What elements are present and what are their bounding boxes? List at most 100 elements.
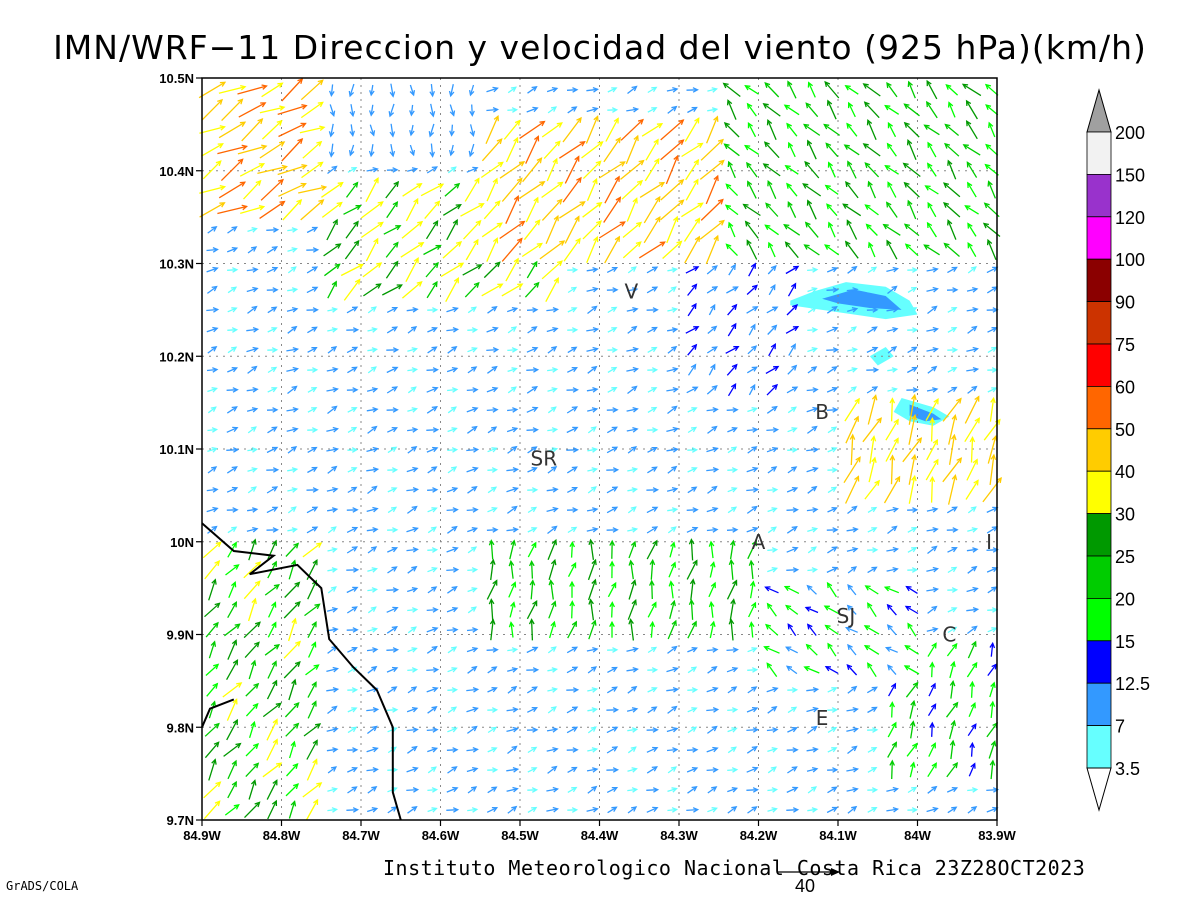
place-label: SJ bbox=[837, 604, 856, 628]
wind-vector-head bbox=[670, 766, 678, 772]
wind-vector bbox=[244, 641, 260, 659]
wind-vector-head bbox=[212, 682, 219, 689]
wind-vector-shaft bbox=[302, 782, 322, 798]
wind-vector-head bbox=[352, 181, 359, 188]
wind-vector-shaft bbox=[217, 205, 247, 215]
wind-vector-head bbox=[241, 144, 248, 151]
wind-vector-shaft bbox=[747, 345, 757, 355]
wind-vector bbox=[947, 159, 957, 180]
wind-vector-head bbox=[432, 626, 439, 633]
wind-vector-head bbox=[392, 260, 399, 267]
wind-vector bbox=[427, 705, 438, 714]
wind-vector-head bbox=[550, 558, 557, 566]
wind-vector-head bbox=[411, 607, 419, 613]
wind-vector-shaft bbox=[947, 160, 957, 180]
wind-vector bbox=[667, 787, 678, 793]
wind-vector-head bbox=[691, 707, 698, 713]
wind-vector-shaft bbox=[847, 348, 857, 352]
wind-vector bbox=[824, 80, 840, 99]
wind-vector bbox=[986, 238, 997, 261]
wind-vector bbox=[526, 307, 539, 313]
wind-vector-shaft bbox=[866, 386, 878, 394]
wind-vector-shaft bbox=[627, 488, 637, 492]
wind-vector-shaft bbox=[304, 603, 320, 617]
wind-vector-head bbox=[432, 427, 440, 433]
wind-vector-shaft bbox=[988, 122, 996, 138]
wind-vector bbox=[925, 458, 939, 481]
wind-vector-shaft bbox=[887, 182, 897, 198]
wind-vector-shaft bbox=[447, 727, 457, 733]
wind-vector-shaft bbox=[842, 203, 862, 217]
wind-vector-head bbox=[213, 741, 220, 748]
wind-vector-shaft bbox=[586, 236, 598, 264]
wind-vector bbox=[426, 166, 439, 174]
colorbar-over-triangle bbox=[1086, 88, 1112, 133]
wind-vector bbox=[667, 286, 677, 294]
wind-vector-shaft bbox=[400, 242, 424, 258]
wind-vector bbox=[525, 196, 539, 223]
wind-vector bbox=[744, 85, 759, 95]
wind-vector-shaft bbox=[948, 102, 956, 118]
wind-vector bbox=[586, 346, 599, 353]
wind-vector-head bbox=[872, 367, 880, 373]
wind-vector-shaft bbox=[567, 621, 577, 639]
wind-vector-head bbox=[811, 807, 819, 813]
wind-vector-shaft bbox=[607, 87, 617, 93]
wind-vector-shaft bbox=[226, 389, 238, 391]
wind-vector-shaft bbox=[625, 135, 639, 165]
wind-vector-head bbox=[317, 161, 324, 168]
wind-vector-head bbox=[511, 505, 518, 512]
wind-vector bbox=[626, 366, 639, 373]
wind-vector-shaft bbox=[407, 408, 417, 412]
wind-vector-shaft bbox=[207, 387, 217, 393]
wind-vector-shaft bbox=[768, 242, 776, 258]
wind-vector-shaft bbox=[926, 348, 938, 352]
wind-vector-head bbox=[210, 406, 217, 412]
wind-vector bbox=[707, 725, 718, 734]
wind-vector bbox=[969, 680, 975, 698]
wind-vector-head bbox=[571, 486, 578, 492]
wind-vector bbox=[386, 666, 399, 673]
wind-vector bbox=[765, 623, 779, 636]
wind-vector bbox=[748, 323, 756, 336]
wind-vector-head bbox=[732, 647, 739, 653]
wind-vector bbox=[683, 217, 701, 242]
wind-vector-head bbox=[847, 160, 853, 167]
wind-vector bbox=[827, 161, 836, 178]
wind-vector-shaft bbox=[466, 388, 478, 392]
wind-vector bbox=[926, 387, 939, 393]
wind-vector-head bbox=[652, 806, 659, 813]
wind-vector-shaft bbox=[847, 806, 857, 814]
wind-vector bbox=[505, 136, 519, 163]
wind-vector bbox=[243, 621, 261, 639]
wind-vector-shaft bbox=[786, 547, 798, 553]
wind-vector bbox=[626, 106, 640, 113]
wind-vector-head bbox=[472, 466, 479, 473]
wind-vector-shaft bbox=[420, 183, 444, 197]
wind-vector-head bbox=[431, 787, 439, 793]
wind-vector-head bbox=[328, 151, 335, 158]
wind-vector bbox=[585, 115, 599, 144]
wind-vector-shaft bbox=[486, 649, 498, 651]
wind-vector-head bbox=[951, 566, 958, 573]
wind-vector bbox=[389, 123, 396, 138]
wind-vector-head bbox=[490, 726, 498, 733]
wind-vector-shaft bbox=[207, 428, 217, 432]
wind-vector bbox=[902, 437, 923, 463]
wind-vector bbox=[489, 558, 496, 581]
wind-vector bbox=[681, 142, 704, 158]
wind-vector bbox=[326, 218, 338, 241]
wind-vector bbox=[226, 507, 239, 513]
wind-vector-shaft bbox=[987, 586, 997, 594]
wind-vector-head bbox=[612, 467, 620, 473]
wind-vector bbox=[866, 367, 880, 373]
wind-vector-shaft bbox=[647, 466, 657, 474]
wind-vector-shaft bbox=[767, 788, 777, 792]
wind-vector-head bbox=[430, 526, 437, 533]
wind-vector-head bbox=[731, 487, 738, 493]
wind-vector-shaft bbox=[471, 104, 473, 116]
wind-vector-shaft bbox=[684, 236, 700, 264]
wind-vector-head bbox=[863, 101, 870, 108]
wind-vector-shaft bbox=[807, 726, 817, 734]
wind-vector bbox=[706, 746, 719, 753]
